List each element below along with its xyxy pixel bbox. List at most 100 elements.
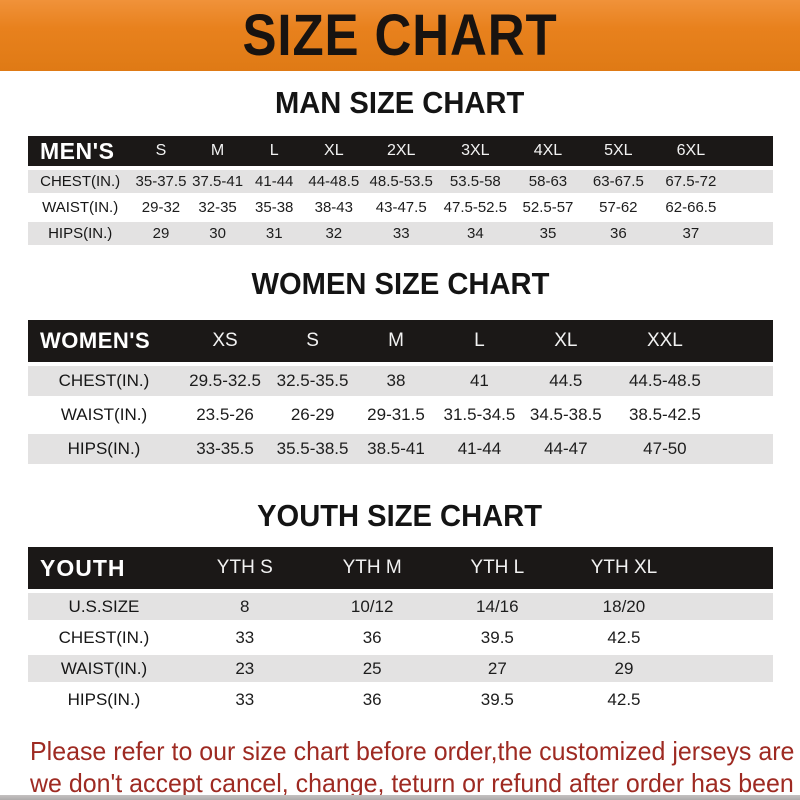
size-value-cell: 58-63 [512, 168, 583, 196]
size-column-header: 3XL [437, 136, 513, 170]
size-value-cell: 38 [355, 364, 437, 400]
size-value-cell: 36 [309, 684, 435, 717]
table-row: WAIST(IN.) 23.5-26 26-29 29-31.5 31.5-34.5 34… [28, 398, 773, 434]
size-value-cell: 34.5-38.5 [521, 398, 610, 434]
size-value-cell: 10/12 [309, 591, 435, 624]
disclaimer-line-2: we don't accept cancel, change, teturn o… [30, 768, 800, 798]
size-column-header: XS [179, 320, 271, 366]
size-value-cell: 67.5-72 [653, 168, 773, 196]
size-value-cell: 35.5-38.5 [270, 432, 356, 468]
size-value-cell: 41-44 [245, 168, 303, 196]
size-column-header: M [189, 136, 246, 170]
size-column-header: YTH S [179, 547, 310, 593]
table-header-row: YOUTH YTH S YTH M YTH L YTH XL [28, 547, 773, 593]
size-value-cell: 33 [364, 220, 438, 248]
size-value-cell: 38-43 [302, 194, 365, 222]
size-value-cell: 23 [179, 653, 310, 686]
table-row: HIPS(IN.) 33 36 39.5 42.5 [28, 684, 773, 717]
table-header-row: WOMEN'S XS S M L XL XXL [28, 320, 773, 366]
size-column-header: S [132, 136, 190, 170]
size-column-header: YTH XL [559, 547, 773, 593]
men-size-table: MEN'S S M L XL 2XL 3XL 4XL 5XL 6XL CHEST(IN.) 35-37… [28, 136, 773, 248]
size-value-cell: 47.5-52.5 [437, 194, 513, 222]
size-value-cell: 25 [309, 653, 435, 686]
size-value-cell: 43-47.5 [364, 194, 438, 222]
size-value-cell: 35 [512, 220, 583, 248]
size-value-cell: 31.5-34.5 [436, 398, 522, 434]
size-value-cell: 29.5-32.5 [179, 364, 271, 400]
table-header-row: MEN'S S M L XL 2XL 3XL 4XL 5XL 6XL [28, 136, 773, 170]
size-value-cell: 42.5 [559, 622, 773, 655]
size-value-cell: 34 [437, 220, 513, 248]
size-value-cell: 41-44 [436, 432, 522, 468]
size-value-cell: 26-29 [270, 398, 356, 434]
size-value-cell: 35-38 [245, 194, 303, 222]
table-row: U.S.SIZE 8 10/12 14/16 18/20 [28, 591, 773, 624]
row-label: U.S.SIZE [28, 591, 180, 624]
table-row: WAIST(IN.) 29-32 32-35 35-38 38-43 43-47.5 47.… [28, 194, 773, 222]
size-column-header: 5XL [582, 136, 654, 170]
size-value-cell: 18/20 [559, 591, 773, 624]
size-value-cell: 41 [436, 364, 522, 400]
table-row: CHEST(IN.) 33 36 39.5 42.5 [28, 622, 773, 655]
table-row: HIPS(IN.) 33-35.5 35.5-38.5 38.5-41 41-44 44-… [28, 432, 773, 468]
size-value-cell: 37 [653, 220, 773, 248]
size-value-cell: 29 [132, 220, 190, 248]
disclaimer-line-1: Please refer to our size chart before or… [30, 736, 800, 766]
table-header-label: WOMEN'S [28, 320, 180, 366]
size-column-header: 4XL [512, 136, 583, 170]
size-value-cell: 52.5-57 [512, 194, 583, 222]
size-value-cell: 30 [189, 220, 246, 248]
size-value-cell: 53.5-58 [437, 168, 513, 196]
size-value-cell: 27 [434, 653, 560, 686]
size-value-cell: 29 [559, 653, 773, 686]
size-column-header: YTH L [434, 547, 560, 593]
size-value-cell: 8 [179, 591, 310, 624]
women-section-heading-text: WOMEN SIZE CHART [251, 266, 549, 301]
row-label: CHEST(IN.) [28, 168, 133, 196]
size-value-cell: 42.5 [559, 684, 773, 717]
size-value-cell: 32.5-35.5 [270, 364, 356, 400]
youth-section-heading-text: YOUTH SIZE CHART [257, 498, 543, 533]
size-column-header: L [436, 320, 522, 366]
table-header-label: YOUTH [28, 547, 180, 593]
size-value-cell: 44-47 [521, 432, 610, 468]
table-row: CHEST(IN.) 35-37.5 37.5-41 41-44 44-48.5 48.5… [28, 168, 773, 196]
youth-size-table: YOUTH YTH S YTH M YTH L YTH XL U.S.SIZE 8 10/12… [28, 547, 773, 717]
size-value-cell: 44.5-48.5 [609, 364, 773, 400]
size-value-cell: 36 [582, 220, 654, 248]
size-column-header: 6XL [653, 136, 773, 170]
row-label: WAIST(IN.) [28, 194, 133, 222]
row-label: CHEST(IN.) [28, 364, 180, 400]
table-row: CHEST(IN.) 29.5-32.5 32.5-35.5 38 41 44.5 44.5… [28, 364, 773, 400]
size-value-cell: 33 [179, 684, 310, 717]
youth-section-heading: YOUTH SIZE CHART [0, 498, 800, 534]
man-section-heading: MAN SIZE CHART [0, 85, 800, 121]
size-value-cell: 32 [302, 220, 365, 248]
size-column-header: M [355, 320, 437, 366]
size-column-header: XXL [609, 320, 773, 366]
size-value-cell: 33-35.5 [179, 432, 271, 468]
women-section-heading: WOMEN SIZE CHART [0, 266, 800, 302]
size-chart-banner: SIZE CHART [0, 0, 800, 71]
size-value-cell: 62-66.5 [653, 194, 773, 222]
size-column-header: XL [521, 320, 610, 366]
size-value-cell: 31 [245, 220, 303, 248]
size-value-cell: 38.5-41 [355, 432, 437, 468]
size-value-cell: 33 [179, 622, 310, 655]
size-value-cell: 35-37.5 [132, 168, 190, 196]
row-label: HIPS(IN.) [28, 684, 180, 717]
table-row: HIPS(IN.) 29 30 31 32 33 34 35 36 37 [28, 220, 773, 248]
bottom-edge-strip [0, 795, 800, 800]
row-label: HIPS(IN.) [28, 220, 133, 248]
banner-title: SIZE CHART [242, 3, 558, 68]
size-value-cell: 23.5-26 [179, 398, 271, 434]
size-value-cell: 14/16 [434, 591, 560, 624]
size-value-cell: 57-62 [582, 194, 654, 222]
size-value-cell: 39.5 [434, 684, 560, 717]
size-column-header: XL [302, 136, 365, 170]
man-section-heading-text: MAN SIZE CHART [275, 85, 525, 120]
size-value-cell: 48.5-53.5 [364, 168, 438, 196]
size-column-header: 2XL [364, 136, 438, 170]
size-value-cell: 29-32 [132, 194, 190, 222]
